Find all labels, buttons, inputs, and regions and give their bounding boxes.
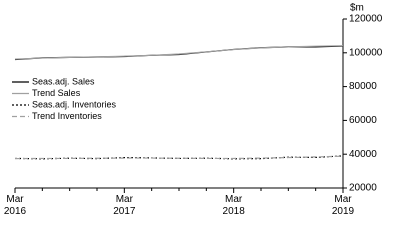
x-tick-label: Mar 2017: [113, 194, 136, 217]
y-tick-label: 20000: [349, 183, 377, 194]
series-line: [14, 155, 344, 160]
series-line: [14, 45, 344, 60]
y-tick-label: 60000: [349, 115, 377, 126]
y-tick-label: 100000: [349, 47, 383, 58]
chart-container: $m 20000 40000 60000 80000 100000 120000 Seas.…: [3, 3, 383, 217]
legend-label: Trend Sales: [32, 88, 81, 98]
y-axis-unit: $m: [350, 3, 364, 14]
legend-label: Seas.adj. Inventories: [32, 99, 117, 109]
x-tick-label: Mar 2016: [3, 194, 27, 217]
legend-label: Trend Inventories: [32, 111, 102, 121]
x-tick-label: Mar 2018: [222, 194, 245, 217]
y-tick-label: 40000: [349, 149, 377, 160]
x-tick-label: Mar 2019: [331, 194, 355, 217]
y-tick-label: 80000: [349, 81, 377, 92]
chart: $m 20000 40000 60000 80000 100000 120000 Seas.…: [12, 3, 383, 194]
legend-label: Seas.adj. Sales: [32, 76, 95, 86]
y-tick-label: 120000: [349, 14, 383, 25]
